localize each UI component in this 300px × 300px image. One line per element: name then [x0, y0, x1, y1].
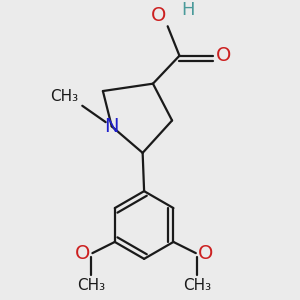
Text: O: O	[75, 244, 91, 262]
Text: N: N	[104, 117, 119, 136]
Text: CH₃: CH₃	[77, 278, 105, 292]
Text: O: O	[198, 244, 213, 262]
Text: CH₃: CH₃	[183, 278, 211, 292]
Text: O: O	[216, 46, 231, 65]
Text: O: O	[151, 6, 166, 25]
Text: CH₃: CH₃	[50, 89, 78, 104]
Text: H: H	[181, 1, 194, 19]
